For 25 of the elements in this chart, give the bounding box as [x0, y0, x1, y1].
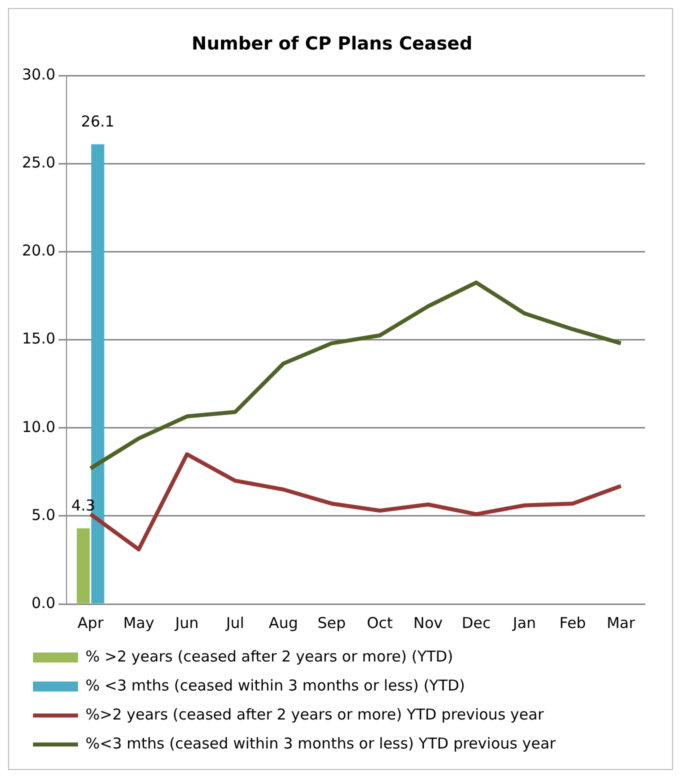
x-tick-label: Nov: [413, 614, 443, 632]
legend-label: %<3 mths (ceased within 3 months or less) YTD previous year: [86, 734, 557, 752]
x-tick-label: Apr: [78, 614, 104, 632]
y-tick-label: 30.0: [22, 65, 56, 84]
x-tick-label: Dec: [462, 614, 491, 632]
y-tick-label: 5.0: [32, 506, 56, 524]
x-tick-label: Feb: [559, 614, 586, 632]
y-tick-label: 0.0: [32, 594, 56, 612]
y-tick-label: 10.0: [22, 418, 56, 436]
chart-title: Number of CP Plans Ceased: [192, 33, 472, 54]
x-tick-label: Jan: [512, 614, 536, 632]
legend-label: %>2 years (ceased after 2 years or more) YTD previous year: [86, 705, 545, 724]
x-tick-label: May: [123, 614, 154, 632]
x-tick-label: Aug: [268, 614, 298, 632]
y-tick-label: 20.0: [22, 242, 56, 260]
x-tick-label: Oct: [366, 614, 393, 632]
x-tick-label: Jul: [225, 614, 244, 632]
y-tick-label: 15.0: [22, 330, 56, 348]
x-tick-label: Sep: [317, 614, 346, 632]
data-label: 26.1: [81, 112, 114, 131]
x-tick-label: Mar: [606, 614, 636, 632]
legend-label: % <3 mths (ceased within 3 months or less) (YTD): [86, 676, 466, 694]
legend-label: % >2 years (ceased after 2 years or more) (YTD): [86, 647, 454, 666]
x-tick-label: Jun: [174, 614, 199, 632]
y-tick-label: 25.0: [22, 154, 56, 172]
